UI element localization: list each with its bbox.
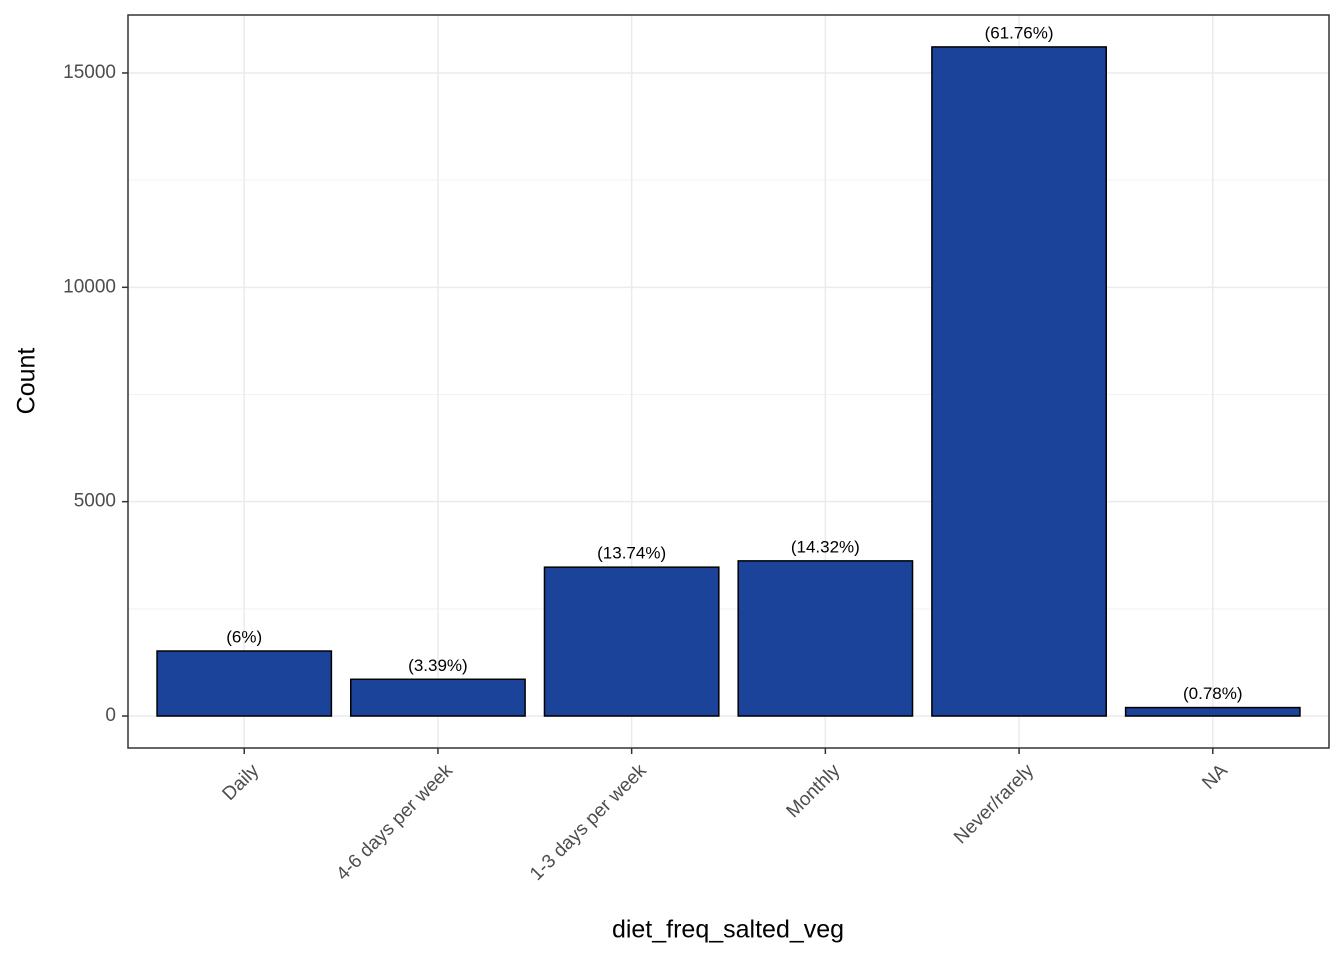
x-tick-label: Daily — [219, 760, 264, 805]
x-axis-label: diet_freq_salted_veg — [612, 916, 844, 944]
bar — [350, 678, 526, 717]
x-tick-label: Never/rarely — [950, 760, 1038, 848]
panel-border — [127, 14, 1330, 749]
y-tick-label: 15000 — [63, 62, 116, 83]
bar-label: (3.39%) — [408, 656, 468, 675]
bar — [931, 46, 1107, 717]
y-tick-label: 10000 — [63, 276, 116, 297]
x-tick-label: NA — [1198, 760, 1232, 794]
x-tick-label: Monthly — [783, 760, 845, 822]
y-tick-label: 0 — [105, 705, 116, 726]
y-tick-label: 5000 — [74, 491, 116, 512]
bar — [543, 566, 720, 717]
x-tick-label: 4-6 days per week — [332, 760, 457, 885]
bar-label: (6%) — [226, 628, 262, 647]
bar-label: (14.32%) — [791, 537, 860, 556]
bar — [156, 650, 333, 717]
bar-label: (13.74%) — [597, 544, 666, 563]
bar-label: (0.78%) — [1183, 684, 1243, 703]
bar — [737, 560, 914, 717]
y-axis-label: Count — [13, 348, 41, 415]
bar — [1124, 706, 1301, 717]
bar-label: (61.76%) — [985, 23, 1054, 42]
x-tick-label: 1-3 days per week — [526, 760, 651, 885]
